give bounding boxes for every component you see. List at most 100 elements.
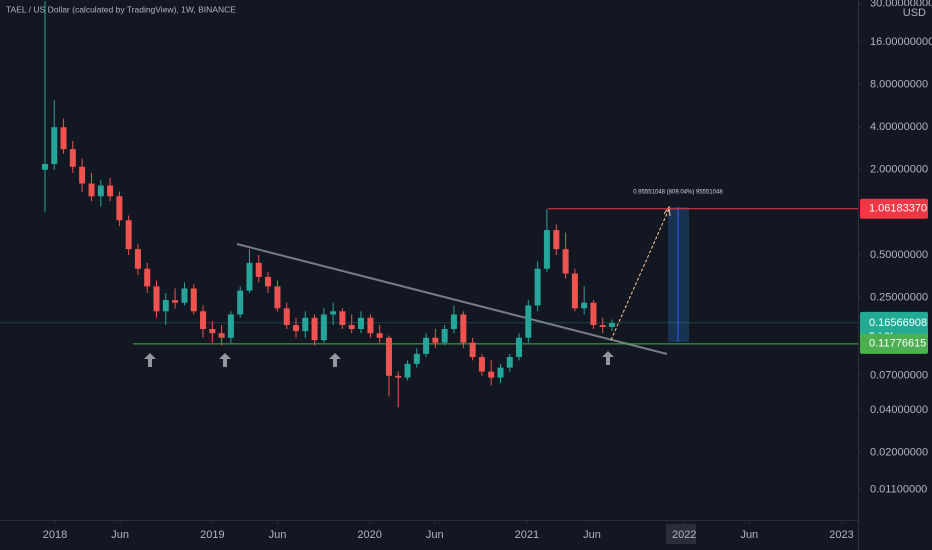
candle-body <box>581 302 588 309</box>
candle-body <box>283 308 290 326</box>
candle-body <box>441 328 448 343</box>
measure-annotation: 0.95551048 (809.04%) 95551048 <box>633 190 723 196</box>
x-tick-label: 2021 <box>515 529 539 541</box>
candle-body <box>525 305 532 338</box>
y-tick-label: 0.04000000 <box>870 404 928 416</box>
currency-label: USD <box>903 7 926 19</box>
y-tick-label: 0.50000000 <box>870 249 928 261</box>
candle-body <box>553 230 560 250</box>
candle-body <box>311 317 318 341</box>
x-tick-label: Jun <box>111 529 129 541</box>
x-cursor-box <box>666 524 696 544</box>
candle-body <box>79 166 86 184</box>
candle-body <box>41 163 48 170</box>
arrow-head <box>663 205 671 217</box>
x-tick-label: Jun <box>583 529 601 541</box>
candle-body <box>227 314 234 338</box>
candle-body <box>116 196 123 221</box>
trend-line <box>236 243 668 355</box>
y-tick-label: 30.00000000 <box>870 0 932 9</box>
y-tick-label: 0.01100000 <box>870 483 927 495</box>
price-label-box <box>860 198 928 219</box>
candle-body <box>218 333 225 338</box>
candle-body <box>543 230 550 269</box>
candle-body <box>200 311 207 329</box>
candle-body <box>469 342 476 358</box>
price-label: 1.06183370 <box>869 203 927 215</box>
x-tick-label: 2020 <box>357 529 381 541</box>
candle-body <box>172 300 179 303</box>
x-tick-label: 2018 <box>43 529 67 541</box>
candle-body <box>590 302 597 326</box>
price-label-box <box>860 333 928 354</box>
x-tick-label: 2022 <box>672 529 696 541</box>
candle-body <box>609 323 616 327</box>
candle-body <box>339 311 346 326</box>
x-tick-label: Jun <box>426 529 444 541</box>
candle-body <box>450 314 457 329</box>
y-tick-label: 16.00000000 <box>870 36 932 48</box>
up-arrow <box>329 353 341 367</box>
candle-body <box>88 183 95 197</box>
candle-body <box>413 353 420 364</box>
candle-body <box>293 325 300 332</box>
candle-body <box>357 317 364 329</box>
candle-body <box>478 357 485 372</box>
plot-area <box>0 1 858 408</box>
candle-body <box>348 325 355 329</box>
candle-body <box>237 290 244 315</box>
x-tick-label: 2023 <box>829 529 853 541</box>
candle-body <box>488 371 495 378</box>
up-arrows <box>144 351 614 367</box>
y-tick-label: 0.02000000 <box>870 447 928 459</box>
y-tick-label: 0.07000000 <box>870 370 928 382</box>
candle-body <box>571 273 578 309</box>
candle-body <box>153 286 160 312</box>
price-label: 0.16566908 <box>869 317 927 329</box>
candle-body <box>134 249 141 269</box>
candle-body <box>376 333 383 338</box>
candle-body <box>125 220 132 250</box>
price-label: 0.11776615 <box>869 338 926 350</box>
candle-body <box>423 337 430 354</box>
candle-body <box>246 262 253 291</box>
candle-body <box>144 268 151 287</box>
candle-body <box>302 317 309 332</box>
candle-body <box>330 311 337 315</box>
currency-box <box>890 6 932 20</box>
candle-body <box>69 149 76 167</box>
y-tick-label: 0.25000000 <box>870 291 928 303</box>
candle-body <box>516 337 523 358</box>
candle-body <box>367 317 374 334</box>
candle-body <box>265 276 272 287</box>
candle-body <box>395 375 402 378</box>
candle-body <box>385 337 392 376</box>
x-tick-label: 2019 <box>200 529 224 541</box>
candle-body <box>51 127 58 164</box>
candle-body <box>506 357 513 368</box>
up-arrow <box>219 353 231 367</box>
up-arrow <box>144 353 156 367</box>
candle-body <box>181 288 188 303</box>
candle-body <box>60 127 67 150</box>
candle-body <box>320 314 327 341</box>
y-tick-label: 2.00000000 <box>870 164 928 176</box>
x-tick-label: Jun <box>740 529 758 541</box>
candle-body <box>255 262 262 277</box>
x-tick-label: Jun <box>269 529 287 541</box>
projection-arrow <box>610 208 670 341</box>
candle-body <box>599 325 606 327</box>
y-tick-label: 8.00000000 <box>870 79 928 91</box>
candle-body <box>562 249 569 274</box>
candle-body <box>190 288 197 312</box>
candle-body <box>209 328 216 334</box>
chart-title: TAEL / US Dollar (calculated by TradingV… <box>6 4 236 14</box>
candle-body <box>97 185 104 197</box>
candle-body <box>107 185 114 197</box>
y-tick-label: 4.00000000 <box>870 121 928 133</box>
candle-body <box>432 337 439 343</box>
up-arrow <box>602 351 614 365</box>
candle-body <box>162 300 169 312</box>
candle-body <box>404 363 411 378</box>
